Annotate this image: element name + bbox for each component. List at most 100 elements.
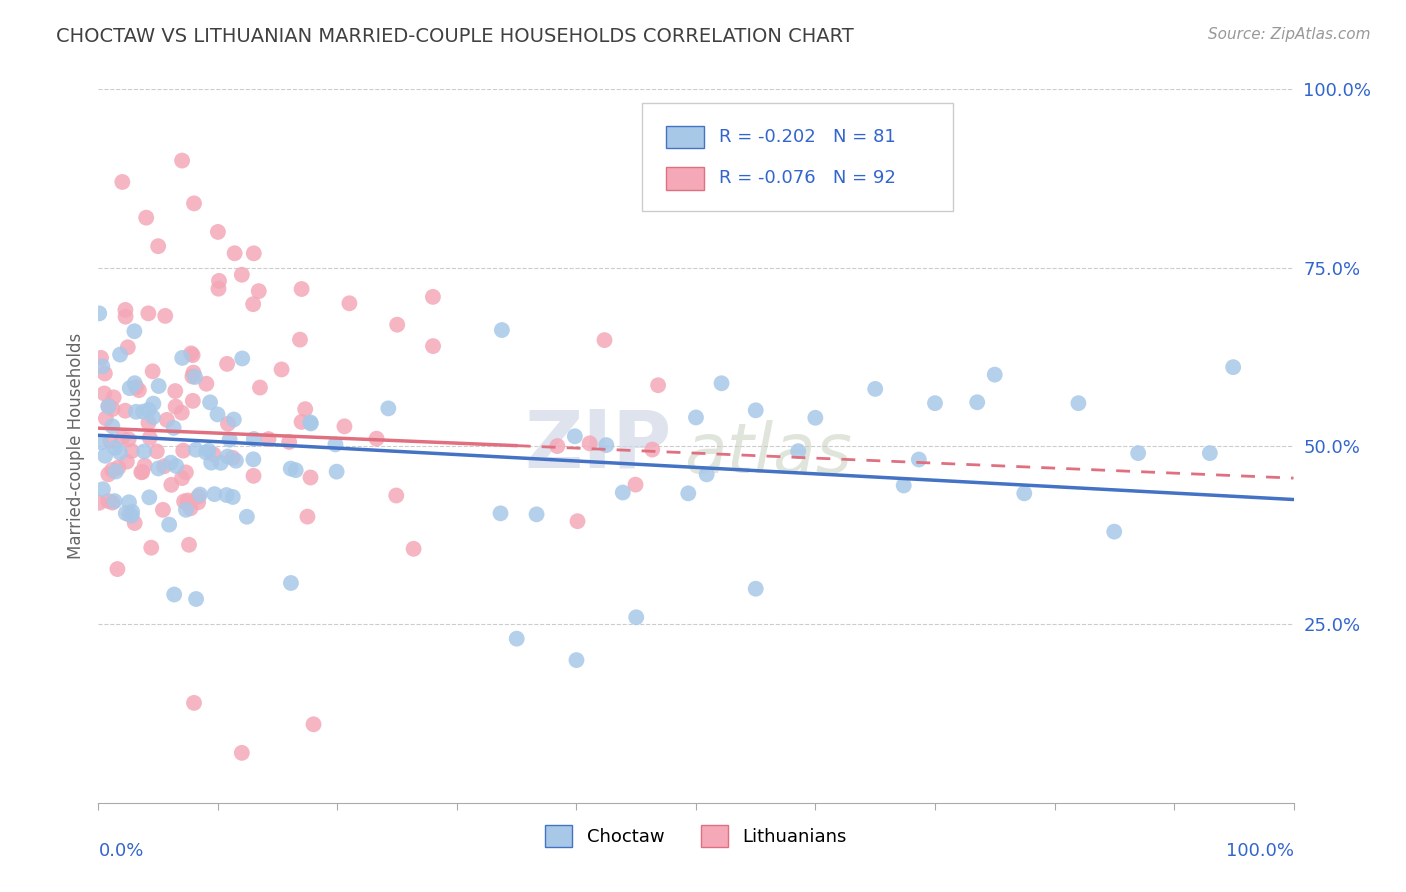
Point: [377, 401, 399, 416]
Point: [299, 416, 322, 430]
Point: [90, 351, 112, 365]
Point: [612, 485, 634, 500]
Point: [567, 514, 589, 528]
Point: [402, 541, 425, 556]
Point: [299, 470, 322, 484]
Point: [222, 412, 245, 426]
Point: [249, 380, 271, 394]
Point: [685, 410, 707, 425]
Point: [207, 225, 229, 239]
Point: [139, 431, 162, 445]
Point: [117, 433, 139, 447]
Point: [865, 382, 887, 396]
Point: [385, 318, 409, 332]
Point: [325, 437, 347, 451]
Point: [217, 417, 239, 431]
Point: [87, 496, 110, 510]
Point: [134, 458, 156, 473]
Point: [100, 434, 122, 449]
Point: [174, 503, 197, 517]
Point: [595, 438, 617, 452]
Point: [215, 488, 238, 502]
Point: [641, 442, 664, 457]
Point: [299, 417, 322, 431]
Point: [165, 458, 187, 473]
Point: [647, 378, 669, 392]
Point: [1222, 360, 1244, 375]
Point: [165, 400, 187, 414]
Text: atlas: atlas: [685, 419, 852, 487]
Point: [111, 175, 134, 189]
Point: [118, 508, 141, 522]
Point: [893, 478, 915, 492]
Point: [114, 310, 136, 324]
Point: [132, 405, 155, 419]
Point: [155, 309, 177, 323]
Point: [678, 486, 700, 500]
Point: [173, 494, 195, 508]
Point: [91, 359, 114, 374]
Point: [290, 415, 312, 429]
Point: [243, 246, 266, 260]
Point: [1128, 446, 1150, 460]
Point: [104, 494, 127, 508]
Text: R = -0.076   N = 92: R = -0.076 N = 92: [718, 169, 896, 187]
Point: [181, 369, 204, 384]
FancyBboxPatch shape: [666, 167, 704, 190]
Point: [217, 450, 239, 464]
Point: [138, 306, 160, 320]
Point: [1067, 396, 1090, 410]
Point: [209, 456, 232, 470]
Point: [181, 393, 204, 408]
Point: [121, 505, 143, 519]
Point: [138, 416, 160, 430]
Point: [280, 461, 302, 475]
Point: [242, 452, 264, 467]
Point: [422, 290, 444, 304]
Point: [172, 471, 194, 485]
Point: [180, 346, 202, 360]
Point: [142, 396, 165, 410]
Point: [787, 444, 810, 458]
Point: [142, 364, 165, 378]
Point: [184, 592, 207, 607]
Point: [280, 576, 302, 591]
Point: [148, 239, 170, 253]
Point: [243, 432, 266, 446]
Point: [302, 717, 325, 731]
Point: [221, 450, 243, 465]
Point: [163, 421, 186, 435]
Point: [134, 444, 156, 458]
Point: [546, 439, 568, 453]
Point: [195, 376, 218, 391]
Point: [491, 323, 513, 337]
Point: [97, 400, 120, 414]
Point: [526, 508, 548, 522]
Point: [101, 419, 124, 434]
Text: Source: ZipAtlas.com: Source: ZipAtlas.com: [1208, 27, 1371, 42]
Point: [124, 376, 146, 391]
Point: [177, 493, 200, 508]
Point: [152, 503, 174, 517]
Point: [142, 410, 165, 425]
Point: [202, 447, 225, 461]
Point: [187, 490, 209, 504]
Point: [117, 340, 139, 354]
Point: [284, 463, 307, 477]
Point: [207, 282, 229, 296]
Point: [578, 436, 600, 450]
Point: [333, 419, 356, 434]
Point: [128, 383, 150, 397]
Text: CHOCTAW VS LITHUANIAN MARRIED-COUPLE HOUSEHOLDS CORRELATION CHART: CHOCTAW VS LITHUANIAN MARRIED-COUPLE HOU…: [56, 27, 853, 45]
Point: [225, 453, 247, 467]
Point: [183, 196, 205, 211]
Point: [366, 432, 388, 446]
Point: [204, 487, 226, 501]
Point: [270, 362, 292, 376]
Point: [108, 348, 131, 362]
Point: [124, 324, 146, 338]
Point: [157, 517, 180, 532]
Point: [97, 399, 120, 413]
Point: [564, 429, 586, 443]
Point: [183, 366, 205, 380]
